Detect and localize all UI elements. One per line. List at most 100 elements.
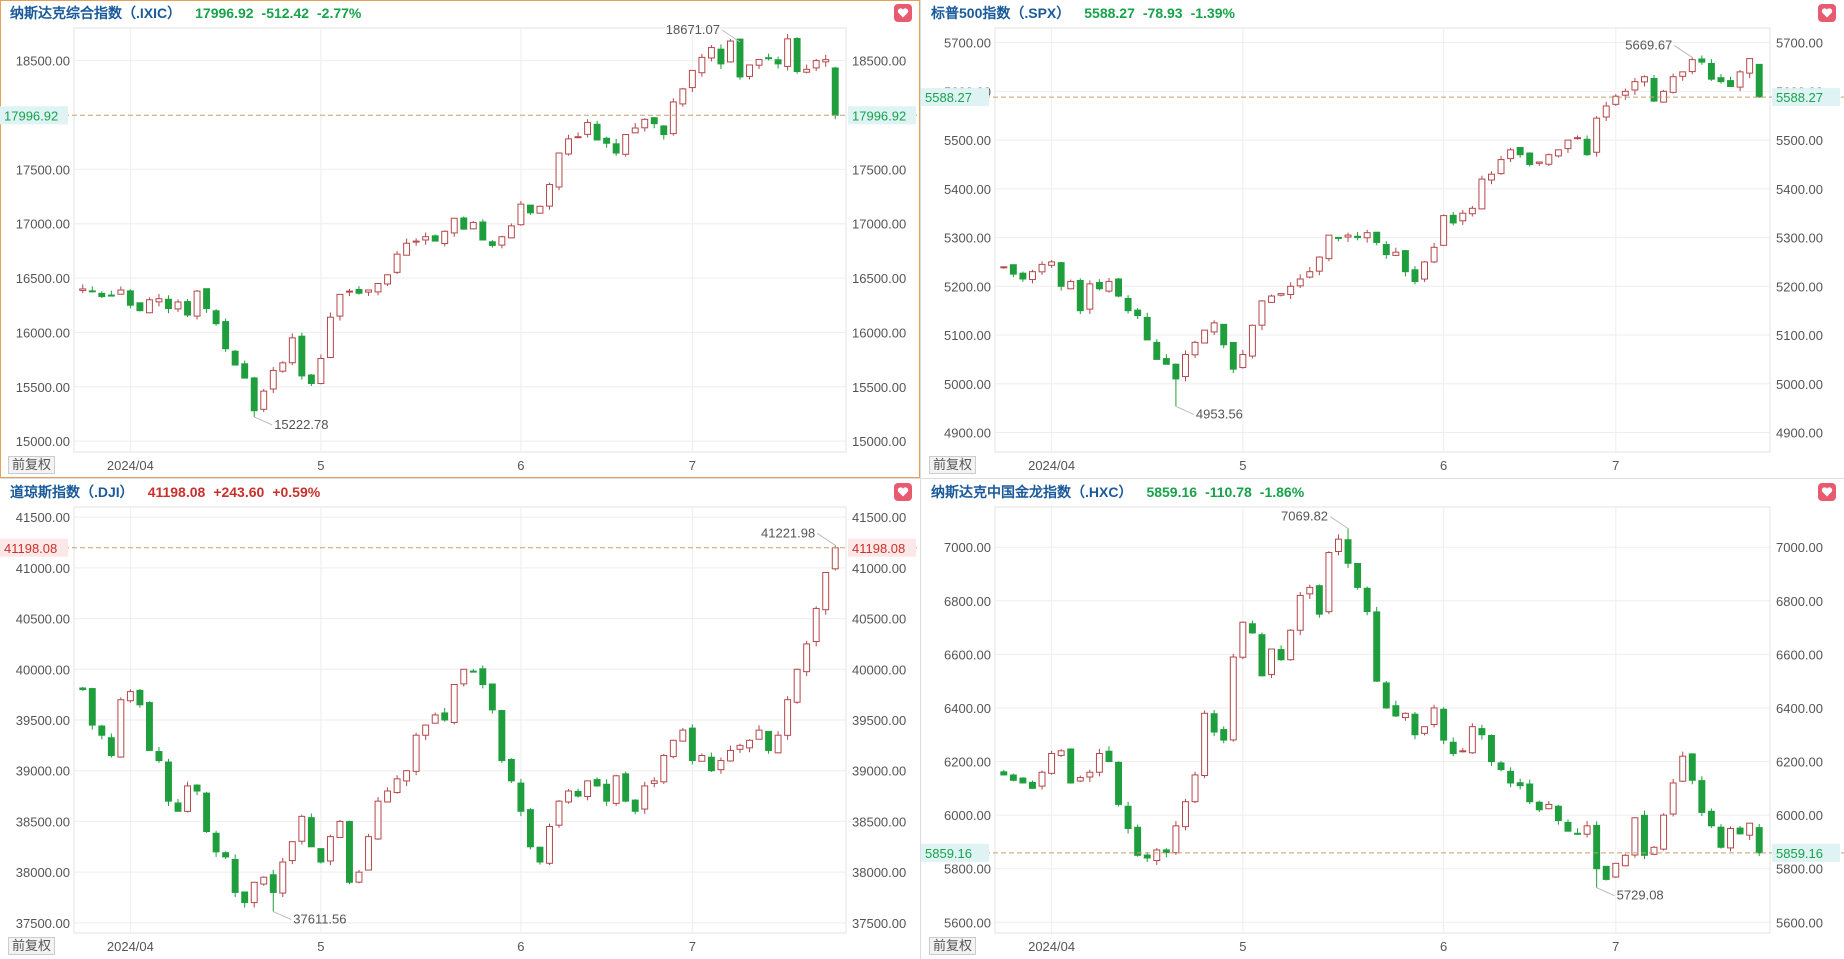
candlestick-chart[interactable]: 5700.005700.005600.005600.005500.005500.…	[921, 0, 1844, 478]
candle[interactable]	[1554, 149, 1562, 158]
candle[interactable]	[1048, 260, 1056, 268]
candle[interactable]	[403, 769, 411, 786]
candle[interactable]	[1344, 232, 1352, 242]
candle[interactable]	[1574, 828, 1581, 835]
candle[interactable]	[831, 545, 839, 571]
candle[interactable]	[755, 59, 763, 69]
candle[interactable]	[1086, 280, 1094, 314]
candle[interactable]	[1727, 826, 1734, 852]
candle[interactable]	[1535, 161, 1543, 166]
candle[interactable]	[403, 238, 411, 256]
candle[interactable]	[365, 834, 372, 871]
candle[interactable]	[1698, 776, 1706, 817]
price-adjust-button[interactable]: 前复权	[929, 937, 977, 955]
candle[interactable]	[1000, 769, 1008, 776]
candle[interactable]	[1650, 75, 1658, 102]
candle[interactable]	[641, 781, 649, 814]
candlestick-chart[interactable]: 18500.00 18500.00 17500.00 17500.00 17000.00…	[0, 0, 920, 478]
candle[interactable]	[622, 771, 630, 803]
candle[interactable]	[1564, 819, 1572, 832]
candle[interactable]	[1602, 101, 1610, 121]
candle[interactable]	[165, 295, 172, 314]
candle[interactable]	[1373, 231, 1381, 246]
candle[interactable]	[422, 232, 430, 245]
candle[interactable]	[650, 117, 658, 129]
candle[interactable]	[1344, 528, 1352, 569]
candle[interactable]	[707, 45, 715, 62]
candle[interactable]	[1287, 282, 1295, 300]
candle[interactable]	[488, 683, 496, 714]
candle[interactable]	[1105, 278, 1113, 293]
candle[interactable]	[517, 200, 525, 226]
candle[interactable]	[1162, 354, 1170, 365]
candle[interactable]	[212, 830, 220, 857]
candle[interactable]	[1583, 821, 1591, 838]
candle[interactable]	[1526, 152, 1534, 167]
candle[interactable]	[784, 696, 792, 740]
candle[interactable]	[165, 758, 172, 807]
candle[interactable]	[1124, 295, 1132, 314]
candle[interactable]	[746, 64, 753, 80]
candle[interactable]	[736, 38, 744, 80]
candle[interactable]	[1019, 777, 1027, 784]
candle[interactable]	[1009, 773, 1017, 782]
candle[interactable]	[1143, 312, 1151, 341]
candle[interactable]	[307, 813, 315, 848]
candle[interactable]	[1440, 214, 1448, 246]
candle[interactable]	[1019, 271, 1027, 282]
price-adjust-button[interactable]: 前复权	[929, 456, 977, 474]
candle[interactable]	[1593, 821, 1601, 888]
candle[interactable]	[803, 64, 811, 74]
candle[interactable]	[688, 69, 696, 93]
candle[interactable]	[431, 712, 439, 724]
candle[interactable]	[1497, 760, 1505, 772]
candle[interactable]	[269, 367, 277, 394]
candle[interactable]	[1526, 779, 1534, 805]
candle[interactable]	[1182, 798, 1189, 831]
candle[interactable]	[1660, 813, 1668, 851]
candle[interactable]	[536, 205, 544, 214]
candle[interactable]	[1153, 848, 1161, 865]
candle[interactable]	[1449, 211, 1457, 226]
candle[interactable]	[260, 388, 268, 413]
candle[interactable]	[1325, 234, 1333, 262]
candle[interactable]	[688, 724, 696, 765]
candle[interactable]	[1679, 751, 1687, 783]
candle[interactable]	[1545, 153, 1553, 167]
candle[interactable]	[107, 290, 115, 297]
candle[interactable]	[812, 606, 820, 647]
candle[interactable]	[1516, 778, 1524, 790]
candle[interactable]	[603, 136, 611, 148]
candle[interactable]	[1717, 74, 1725, 84]
candle[interactable]	[669, 739, 677, 759]
candle[interactable]	[1373, 606, 1381, 683]
candle[interactable]	[1210, 320, 1218, 335]
candle[interactable]	[746, 739, 753, 753]
candle[interactable]	[241, 360, 249, 379]
candle[interactable]	[507, 223, 515, 239]
candle[interactable]	[1650, 846, 1658, 856]
candle[interactable]	[136, 689, 144, 708]
candle[interactable]	[212, 309, 220, 326]
candle[interactable]	[1401, 712, 1409, 721]
candle[interactable]	[107, 733, 115, 758]
candle[interactable]	[298, 814, 306, 845]
candle[interactable]	[1335, 534, 1342, 556]
candle[interactable]	[155, 294, 163, 307]
candle[interactable]	[231, 350, 239, 366]
candle[interactable]	[1698, 55, 1706, 65]
candle[interactable]	[1067, 748, 1075, 784]
candle[interactable]	[1248, 324, 1256, 359]
candle[interactable]	[1459, 210, 1467, 225]
candle[interactable]	[460, 668, 468, 687]
price-adjust-button[interactable]: 前复权	[8, 456, 56, 474]
candle[interactable]	[346, 820, 353, 885]
candle[interactable]	[88, 286, 96, 293]
candle[interactable]	[1067, 279, 1075, 290]
candle[interactable]	[203, 288, 211, 313]
candle[interactable]	[1631, 78, 1639, 95]
candle[interactable]	[1660, 89, 1668, 103]
candle[interactable]	[546, 182, 553, 210]
candle[interactable]	[145, 701, 153, 752]
candle[interactable]	[1038, 770, 1046, 790]
